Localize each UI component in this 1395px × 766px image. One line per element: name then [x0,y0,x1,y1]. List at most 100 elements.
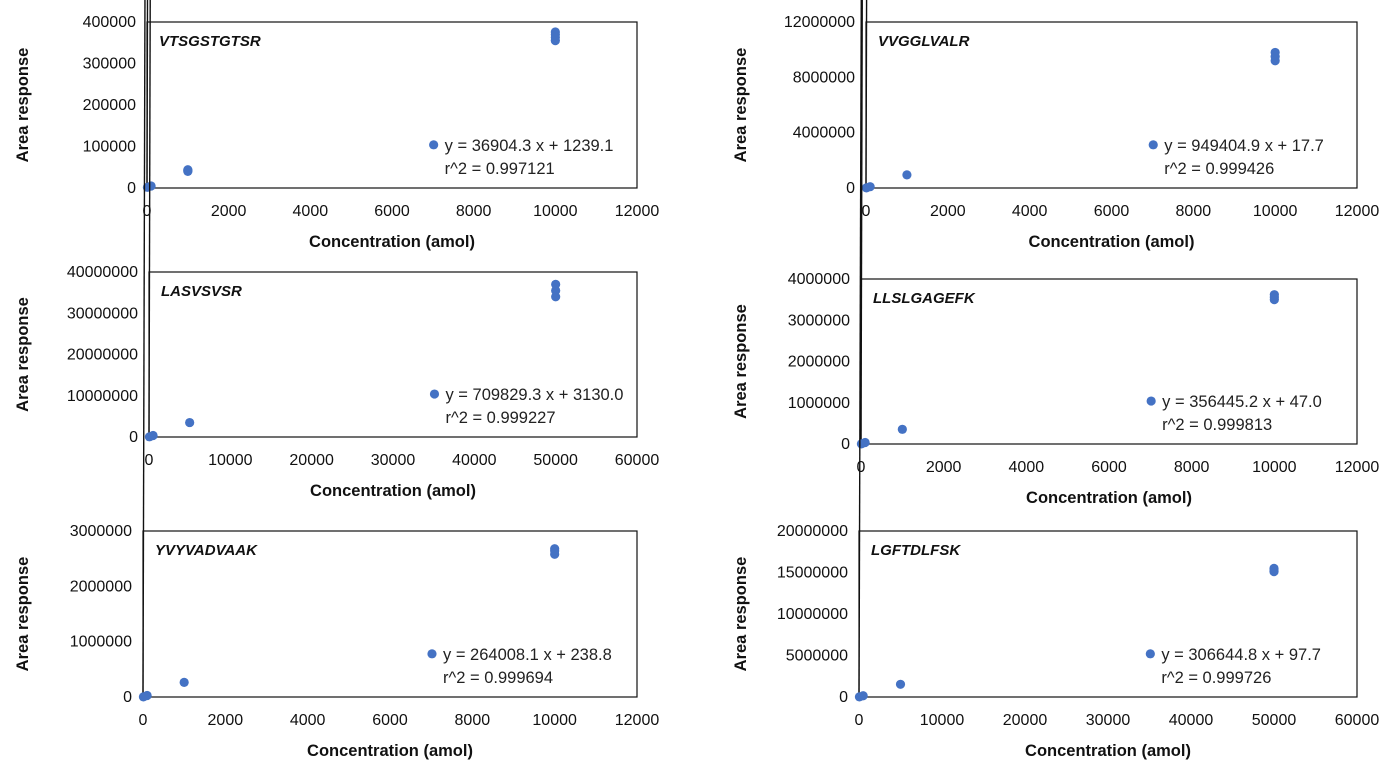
fit-equation: y = 36904.3 x + 1239.1 [445,137,614,155]
x-tick-label: 2000 [208,712,244,729]
y-tick-label: 40000000 [67,264,138,281]
x-tick-label: 10000 [532,712,577,729]
y-axis-title: Area response [732,304,750,419]
y-tick-label: 2000000 [70,578,132,595]
y-tick-label: 300000 [83,56,136,73]
legend-marker [429,140,439,150]
y-tick-label: 0 [839,689,848,706]
data-point [550,544,560,554]
x-tick-label: 10000 [1252,459,1297,476]
y-tick-label: 0 [841,436,850,453]
fit-equation: y = 264008.1 x + 238.8 [443,646,612,664]
x-tick-label: 0 [139,712,148,729]
r-squared: r^2 = 0.999726 [1161,669,1271,687]
x-tick-label: 12000 [615,203,660,220]
x-tick-label: 4000 [1009,459,1045,476]
peptide-label: LASVSVSR [161,283,242,300]
x-tick-label: 6000 [374,203,410,220]
y-axis-title: Area response [14,557,32,672]
fit-equation: y = 356445.2 x + 47.0 [1162,393,1322,411]
peptide-label: LGFTDLFSK [871,542,961,559]
y-axis-title: Area response [732,557,750,672]
data-point [148,430,158,441]
x-tick-label: 8000 [1174,459,1210,476]
y-axis-title: Area response [14,48,32,163]
legend-marker [1145,649,1155,659]
x-axis-title: Concentration (amol) [1026,489,1192,507]
y-tick-label: 0 [846,180,855,197]
x-tick-label: 10000 [1253,203,1298,220]
x-tick-label: 50000 [1252,712,1297,729]
y-tick-label: 4000000 [793,125,855,142]
chart-panel-1: 0 100000 200000 300000 400000 0 2000 4000 6000 80… [14,0,659,251]
x-tick-label: 12000 [1335,203,1380,220]
fit-equation: y = 306644.8 x + 97.7 [1161,646,1321,664]
x-axis-title: Concentration (amol) [310,482,476,500]
legend-marker [1148,140,1158,150]
x-tick-label: 4000 [1012,203,1048,220]
r-squared: r^2 = 0.999813 [1162,416,1272,434]
x-tick-label: 10000 [920,712,965,729]
x-tick-label: 20000 [1003,712,1048,729]
x-tick-label: 8000 [455,712,491,729]
x-tick-label: 8000 [1176,203,1212,220]
y-tick-label: 2000000 [788,354,850,371]
data-point [865,182,875,192]
y-tick-label: 1000000 [70,634,132,651]
y-tick-label: 0 [123,689,132,706]
legend-marker [427,649,437,659]
data-point [179,677,189,687]
x-tick-label: 10000 [533,203,578,220]
fit-equation: y = 949404.9 x + 17.7 [1164,137,1324,155]
data-point [183,165,193,175]
y-tick-label: 10000000 [67,388,138,405]
x-tick-label: 10000 [208,452,253,469]
x-tick-label: 0 [143,203,152,220]
data-point [550,27,560,37]
data-point [185,417,195,428]
x-tick-label: 2000 [211,203,247,220]
data-point [895,679,906,689]
x-tick-label: 4000 [290,712,326,729]
x-tick-label: 6000 [1091,459,1127,476]
y-tick-label: 5000000 [786,648,848,665]
y-tick-label: 1000000 [788,395,850,412]
x-tick-label: 30000 [1086,712,1131,729]
chart-panel-2: 0 4000000 8000000 12000000 0 2000 4000 6000 8000… [732,0,1379,251]
y-tick-label: 8000000 [793,69,855,86]
x-axis-title: Concentration (amol) [307,742,473,760]
peptide-label: VVGGLVALR [878,33,970,50]
chart-panel-4: 0 1000000 2000000 3000000 4000000 0 2000 4000 60… [732,0,1379,507]
x-axis-title: Concentration (amol) [309,233,475,251]
x-tick-label: 6000 [372,712,408,729]
x-tick-label: 30000 [371,452,416,469]
x-tick-label: 60000 [1335,712,1380,729]
x-tick-label: 6000 [1094,203,1130,220]
trendline [860,0,863,445]
x-tick-label: 8000 [456,203,492,220]
legend-marker [1146,396,1156,406]
y-tick-label: 3000000 [788,312,850,329]
x-tick-label: 40000 [1169,712,1214,729]
data-point [1269,563,1279,573]
x-tick-label: 2000 [930,203,966,220]
y-tick-label: 10000000 [777,606,848,623]
x-tick-label: 0 [857,459,866,476]
y-axis-title: Area response [14,297,32,412]
y-tick-label: 0 [129,429,138,446]
data-point [146,181,156,191]
x-tick-label: 0 [855,712,864,729]
y-tick-label: 4000000 [788,271,850,288]
x-tick-label: 4000 [293,203,329,220]
y-tick-label: 400000 [83,14,136,31]
data-point [1269,290,1279,300]
y-tick-label: 100000 [83,139,136,156]
x-tick-label: 12000 [615,712,660,729]
trendline [858,0,862,698]
x-tick-label: 50000 [533,452,578,469]
trendline [142,0,146,697]
data-point [902,170,912,180]
